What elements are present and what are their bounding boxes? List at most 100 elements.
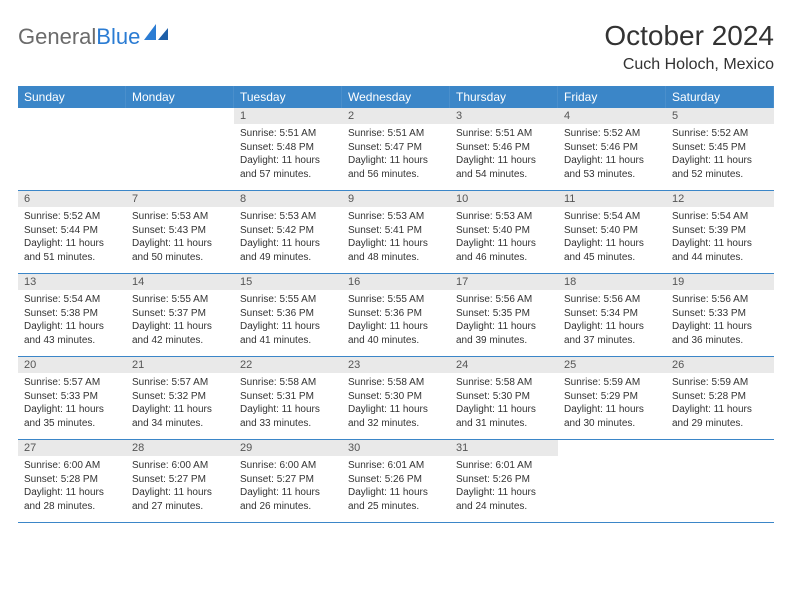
cell-details: Sunrise: 5:58 AMSunset: 5:30 PMDaylight:… [342, 373, 450, 436]
calendar-cell [126, 108, 234, 190]
calendar-cell: 16Sunrise: 5:55 AMSunset: 5:36 PMDayligh… [342, 274, 450, 356]
calendar-cell: 9Sunrise: 5:53 AMSunset: 5:41 PMDaylight… [342, 191, 450, 273]
sunrise-text: Sunrise: 5:56 AM [564, 293, 660, 307]
week-row: 13Sunrise: 5:54 AMSunset: 5:38 PMDayligh… [18, 274, 774, 357]
daylight1-text: Daylight: 11 hours [564, 320, 660, 334]
cell-details: Sunrise: 5:57 AMSunset: 5:33 PMDaylight:… [18, 373, 126, 436]
sunset-text: Sunset: 5:26 PM [348, 473, 444, 487]
daylight2-text: and 49 minutes. [240, 251, 336, 265]
sunset-text: Sunset: 5:46 PM [456, 141, 552, 155]
day-number: 21 [126, 357, 234, 373]
daylight1-text: Daylight: 11 hours [456, 403, 552, 417]
calendar-cell: 2Sunrise: 5:51 AMSunset: 5:47 PMDaylight… [342, 108, 450, 190]
day-number: 5 [666, 108, 774, 124]
calendar-cell: 1Sunrise: 5:51 AMSunset: 5:48 PMDaylight… [234, 108, 342, 190]
calendar-cell: 11Sunrise: 5:54 AMSunset: 5:40 PMDayligh… [558, 191, 666, 273]
sunset-text: Sunset: 5:34 PM [564, 307, 660, 321]
dayname-mon: Monday [126, 86, 234, 108]
sunrise-text: Sunrise: 6:00 AM [132, 459, 228, 473]
sunset-text: Sunset: 5:30 PM [348, 390, 444, 404]
daylight1-text: Daylight: 11 hours [240, 320, 336, 334]
sunrise-text: Sunrise: 6:01 AM [456, 459, 552, 473]
daylight1-text: Daylight: 11 hours [24, 403, 120, 417]
day-number: 15 [234, 274, 342, 290]
cell-details: Sunrise: 5:59 AMSunset: 5:28 PMDaylight:… [666, 373, 774, 436]
daylight1-text: Daylight: 11 hours [348, 486, 444, 500]
cell-details: Sunrise: 6:00 AMSunset: 5:27 PMDaylight:… [126, 456, 234, 519]
daylight1-text: Daylight: 11 hours [240, 486, 336, 500]
daylight2-text: and 53 minutes. [564, 168, 660, 182]
daylight2-text: and 42 minutes. [132, 334, 228, 348]
daylight2-text: and 37 minutes. [564, 334, 660, 348]
daylight1-text: Daylight: 11 hours [240, 154, 336, 168]
daylight1-text: Daylight: 11 hours [24, 486, 120, 500]
calendar-cell: 5Sunrise: 5:52 AMSunset: 5:45 PMDaylight… [666, 108, 774, 190]
day-number: 2 [342, 108, 450, 124]
calendar-cell: 10Sunrise: 5:53 AMSunset: 5:40 PMDayligh… [450, 191, 558, 273]
calendar-cell [18, 108, 126, 190]
daylight2-text: and 44 minutes. [672, 251, 768, 265]
daylight2-text: and 30 minutes. [564, 417, 660, 431]
week-row: 27Sunrise: 6:00 AMSunset: 5:28 PMDayligh… [18, 440, 774, 523]
day-number: 7 [126, 191, 234, 207]
cell-details: Sunrise: 6:00 AMSunset: 5:27 PMDaylight:… [234, 456, 342, 519]
cell-details: Sunrise: 5:54 AMSunset: 5:39 PMDaylight:… [666, 207, 774, 270]
cell-details: Sunrise: 6:01 AMSunset: 5:26 PMDaylight:… [342, 456, 450, 519]
calendar-cell: 6Sunrise: 5:52 AMSunset: 5:44 PMDaylight… [18, 191, 126, 273]
daylight1-text: Daylight: 11 hours [456, 486, 552, 500]
daylight2-text: and 26 minutes. [240, 500, 336, 514]
day-number: 10 [450, 191, 558, 207]
daylight2-text: and 39 minutes. [456, 334, 552, 348]
calendar-page: GeneralBlue October 2024 Cuch Holoch, Me… [0, 0, 792, 543]
daylight1-text: Daylight: 11 hours [456, 237, 552, 251]
daylight1-text: Daylight: 11 hours [132, 237, 228, 251]
calendar-cell: 14Sunrise: 5:55 AMSunset: 5:37 PMDayligh… [126, 274, 234, 356]
daylight2-text: and 36 minutes. [672, 334, 768, 348]
daylight1-text: Daylight: 11 hours [348, 237, 444, 251]
calendar-cell: 18Sunrise: 5:56 AMSunset: 5:34 PMDayligh… [558, 274, 666, 356]
sunset-text: Sunset: 5:48 PM [240, 141, 336, 155]
calendar-cell: 28Sunrise: 6:00 AMSunset: 5:27 PMDayligh… [126, 440, 234, 522]
sunrise-text: Sunrise: 5:54 AM [564, 210, 660, 224]
week-row: 20Sunrise: 5:57 AMSunset: 5:33 PMDayligh… [18, 357, 774, 440]
daylight2-text: and 24 minutes. [456, 500, 552, 514]
cell-details: Sunrise: 5:56 AMSunset: 5:33 PMDaylight:… [666, 290, 774, 353]
cell-details: Sunrise: 5:56 AMSunset: 5:34 PMDaylight:… [558, 290, 666, 353]
sunrise-text: Sunrise: 5:52 AM [672, 127, 768, 141]
sunset-text: Sunset: 5:35 PM [456, 307, 552, 321]
calendar-cell: 4Sunrise: 5:52 AMSunset: 5:46 PMDaylight… [558, 108, 666, 190]
daylight2-text: and 40 minutes. [348, 334, 444, 348]
cell-details: Sunrise: 5:53 AMSunset: 5:41 PMDaylight:… [342, 207, 450, 270]
daylight1-text: Daylight: 11 hours [456, 320, 552, 334]
calendar-body: 1Sunrise: 5:51 AMSunset: 5:48 PMDaylight… [18, 108, 774, 523]
calendar-cell: 7Sunrise: 5:53 AMSunset: 5:43 PMDaylight… [126, 191, 234, 273]
calendar-cell: 12Sunrise: 5:54 AMSunset: 5:39 PMDayligh… [666, 191, 774, 273]
day-number: 4 [558, 108, 666, 124]
calendar-cell: 26Sunrise: 5:59 AMSunset: 5:28 PMDayligh… [666, 357, 774, 439]
cell-details: Sunrise: 5:54 AMSunset: 5:40 PMDaylight:… [558, 207, 666, 270]
sunrise-text: Sunrise: 6:00 AM [240, 459, 336, 473]
daylight2-text: and 45 minutes. [564, 251, 660, 265]
daylight2-text: and 54 minutes. [456, 168, 552, 182]
cell-details: Sunrise: 5:55 AMSunset: 5:36 PMDaylight:… [342, 290, 450, 353]
daylight1-text: Daylight: 11 hours [24, 320, 120, 334]
title-block: October 2024 Cuch Holoch, Mexico [604, 20, 774, 74]
daylight1-text: Daylight: 11 hours [132, 403, 228, 417]
sunset-text: Sunset: 5:26 PM [456, 473, 552, 487]
day-number: 27 [18, 440, 126, 456]
sunset-text: Sunset: 5:46 PM [564, 141, 660, 155]
sunset-text: Sunset: 5:31 PM [240, 390, 336, 404]
calendar-cell [558, 440, 666, 522]
calendar-cell: 24Sunrise: 5:58 AMSunset: 5:30 PMDayligh… [450, 357, 558, 439]
daylight1-text: Daylight: 11 hours [132, 486, 228, 500]
sunrise-text: Sunrise: 6:01 AM [348, 459, 444, 473]
sunset-text: Sunset: 5:32 PM [132, 390, 228, 404]
daylight1-text: Daylight: 11 hours [240, 403, 336, 417]
cell-details: Sunrise: 5:52 AMSunset: 5:45 PMDaylight:… [666, 124, 774, 187]
day-number: 29 [234, 440, 342, 456]
sunrise-text: Sunrise: 5:54 AM [672, 210, 768, 224]
daylight2-text: and 41 minutes. [240, 334, 336, 348]
sunset-text: Sunset: 5:39 PM [672, 224, 768, 238]
sunrise-text: Sunrise: 5:58 AM [456, 376, 552, 390]
sunset-text: Sunset: 5:36 PM [348, 307, 444, 321]
